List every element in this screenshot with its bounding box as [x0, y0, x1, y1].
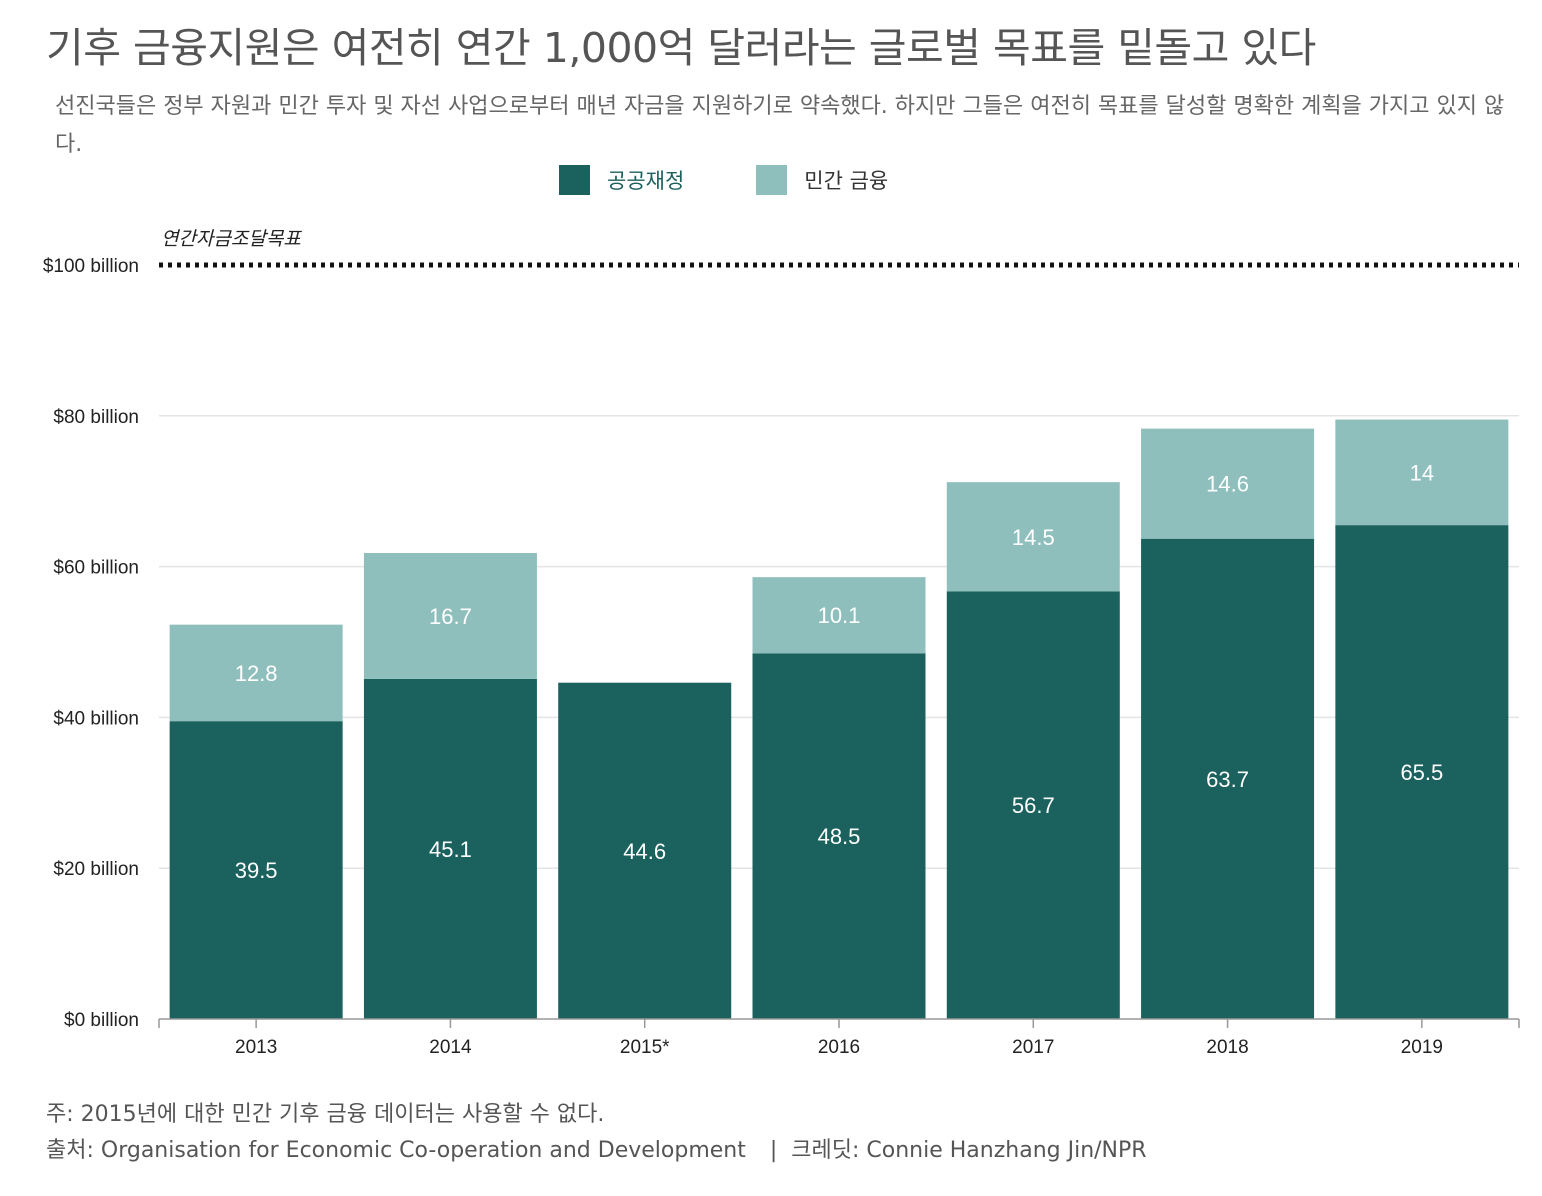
data-label-private: 10.1 [818, 603, 861, 628]
bar-public [558, 682, 732, 1019]
legend-label-private: 민간 금융 [804, 169, 889, 193]
bar-private [1141, 428, 1315, 539]
bar-private [363, 553, 537, 679]
x-tick-label: 2019 [1401, 1037, 1443, 1058]
footnote-note: 주: 2015년에 대한 민간 기후 금융 데이터는 사용할 수 없다. [46, 1102, 605, 1127]
x-tick-label: 2013 [235, 1037, 277, 1058]
legend-swatch-public [559, 165, 590, 195]
x-tick-label: 2017 [1012, 1037, 1054, 1058]
target-line-label: 연간자금조달목표 [161, 228, 301, 250]
x-tick-label: 2018 [1206, 1037, 1248, 1058]
bar-chart: $0 billion $20 billion $40 billion $60 bill… [43, 256, 1520, 1058]
x-tick-label: 2015* [620, 1037, 670, 1058]
legend-item-public: 공공재정 [559, 165, 684, 195]
y-tick-label: $100 billion [43, 256, 139, 277]
bar-private [1335, 419, 1509, 526]
data-label-private: 14.6 [1206, 472, 1249, 497]
y-tick-label: $0 billion [64, 1010, 139, 1031]
data-label-public: 39.5 [235, 858, 278, 883]
data-label-public: 65.5 [1400, 760, 1443, 785]
data-label-public: 45.1 [429, 837, 472, 862]
legend: 공공재정 민간 금융 [559, 165, 960, 195]
bar-public [946, 591, 1120, 1019]
y-tick-label: $20 billion [53, 859, 139, 880]
data-label-public: 44.6 [623, 839, 666, 864]
bar-private [169, 624, 343, 722]
bar-public [1141, 538, 1315, 1019]
footnote-credit: 크레딧: Connie Hanzhang Jin/NPR [791, 1138, 1147, 1163]
y-tick-label: $40 billion [53, 708, 139, 729]
y-tick-label: $60 billion [53, 558, 139, 579]
bar-public [752, 653, 926, 1019]
data-label-public: 48.5 [818, 824, 861, 849]
bar-public [1335, 525, 1509, 1019]
data-label-public: 63.7 [1206, 767, 1249, 792]
data-label-public: 56.7 [1012, 793, 1055, 818]
footnote: 주: 2015년에 대한 민간 기후 금융 데이터는 사용할 수 없다. 출처:… [46, 1097, 1147, 1169]
bar-public [363, 678, 537, 1019]
chart-subtitle: 선진국들은 정부 자원과 민간 투자 및 자선 사업으로부터 매년 자금을 지원… [55, 94, 1505, 157]
footnote-source-line: 출처: Organisation for Economic Co-operati… [46, 1133, 1147, 1169]
bar-public [169, 721, 343, 1019]
x-tick-label: 2016 [818, 1037, 860, 1058]
data-label-private: 12.8 [235, 661, 278, 686]
footnote-source: 출처: Organisation for Economic Co-operati… [46, 1138, 746, 1163]
data-label-private: 14 [1410, 460, 1434, 485]
bar-private [946, 482, 1120, 592]
legend-item-private: 민간 금융 [756, 165, 888, 195]
data-label-private: 16.7 [429, 604, 472, 629]
data-label-private: 14.5 [1012, 525, 1055, 550]
bar-private [752, 577, 926, 654]
chart-title: 기후 금융지원은 여전히 연간 1,000억 달러라는 글로벌 목표를 밑돌고 … [46, 24, 1316, 72]
y-tick-label: $80 billion [53, 407, 139, 428]
footnote-separator: | [769, 1138, 778, 1163]
x-tick-label: 2014 [429, 1037, 472, 1058]
legend-swatch-private [756, 165, 788, 195]
legend-label-public: 공공재정 [607, 169, 685, 193]
